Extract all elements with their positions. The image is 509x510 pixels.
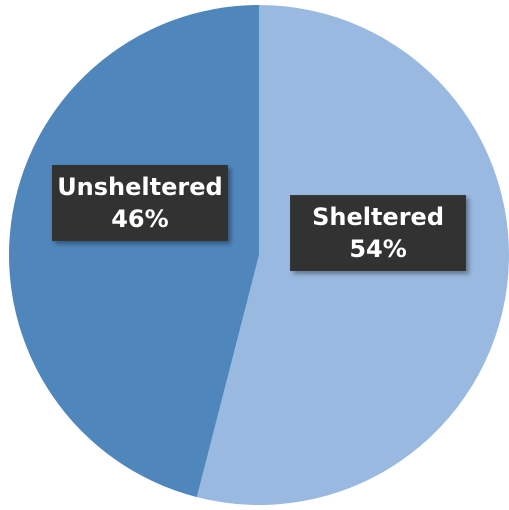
value-label: 54% — [349, 235, 406, 263]
label-box — [290, 195, 467, 272]
pie-slice — [8, 5, 260, 498]
category-label: Sheltered — [312, 203, 444, 231]
category-label: Unsheltered — [57, 173, 223, 201]
label-box — [51, 164, 228, 241]
value-label: 46% — [111, 205, 168, 233]
